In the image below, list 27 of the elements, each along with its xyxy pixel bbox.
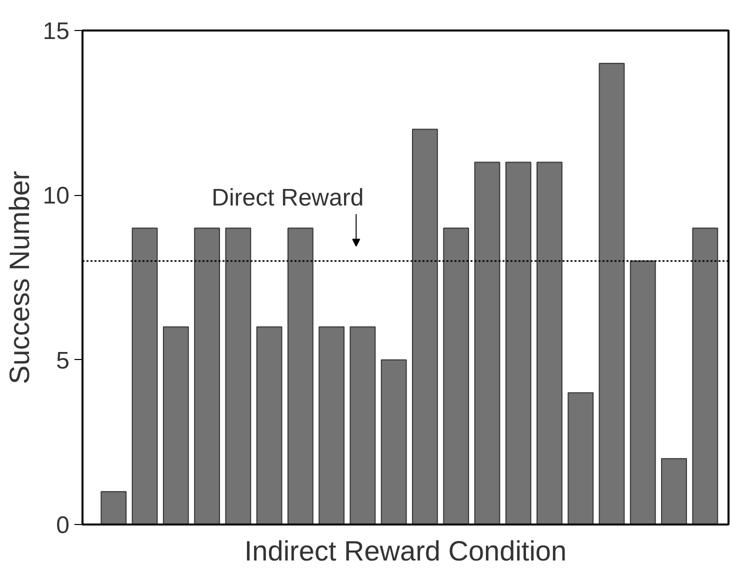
bar (598, 62, 625, 524)
bar (536, 162, 562, 524)
bar (225, 228, 252, 524)
bar (505, 162, 532, 524)
x-axis-title: Indirect Reward Condition (244, 536, 567, 566)
bar (474, 162, 500, 524)
y-tick-label: 15 (42, 18, 70, 45)
y-tick-label: 10 (42, 182, 70, 210)
bar (692, 228, 718, 524)
bar (318, 326, 345, 524)
bar (380, 359, 407, 524)
bar (100, 491, 127, 524)
bar (256, 326, 282, 524)
bar (443, 228, 470, 524)
bar (287, 228, 314, 524)
bar (568, 392, 594, 524)
bar (630, 260, 656, 524)
y-tick-label: 0 (56, 512, 70, 539)
bar (194, 228, 220, 524)
ref-line-label: Direct Reward (212, 184, 364, 212)
bar (162, 326, 189, 524)
bar (132, 228, 158, 524)
y-tick-label: 5 (56, 347, 70, 374)
bar (412, 128, 438, 524)
bar (350, 326, 376, 524)
bar (661, 458, 687, 524)
y-axis-title: Success Number (4, 170, 35, 384)
